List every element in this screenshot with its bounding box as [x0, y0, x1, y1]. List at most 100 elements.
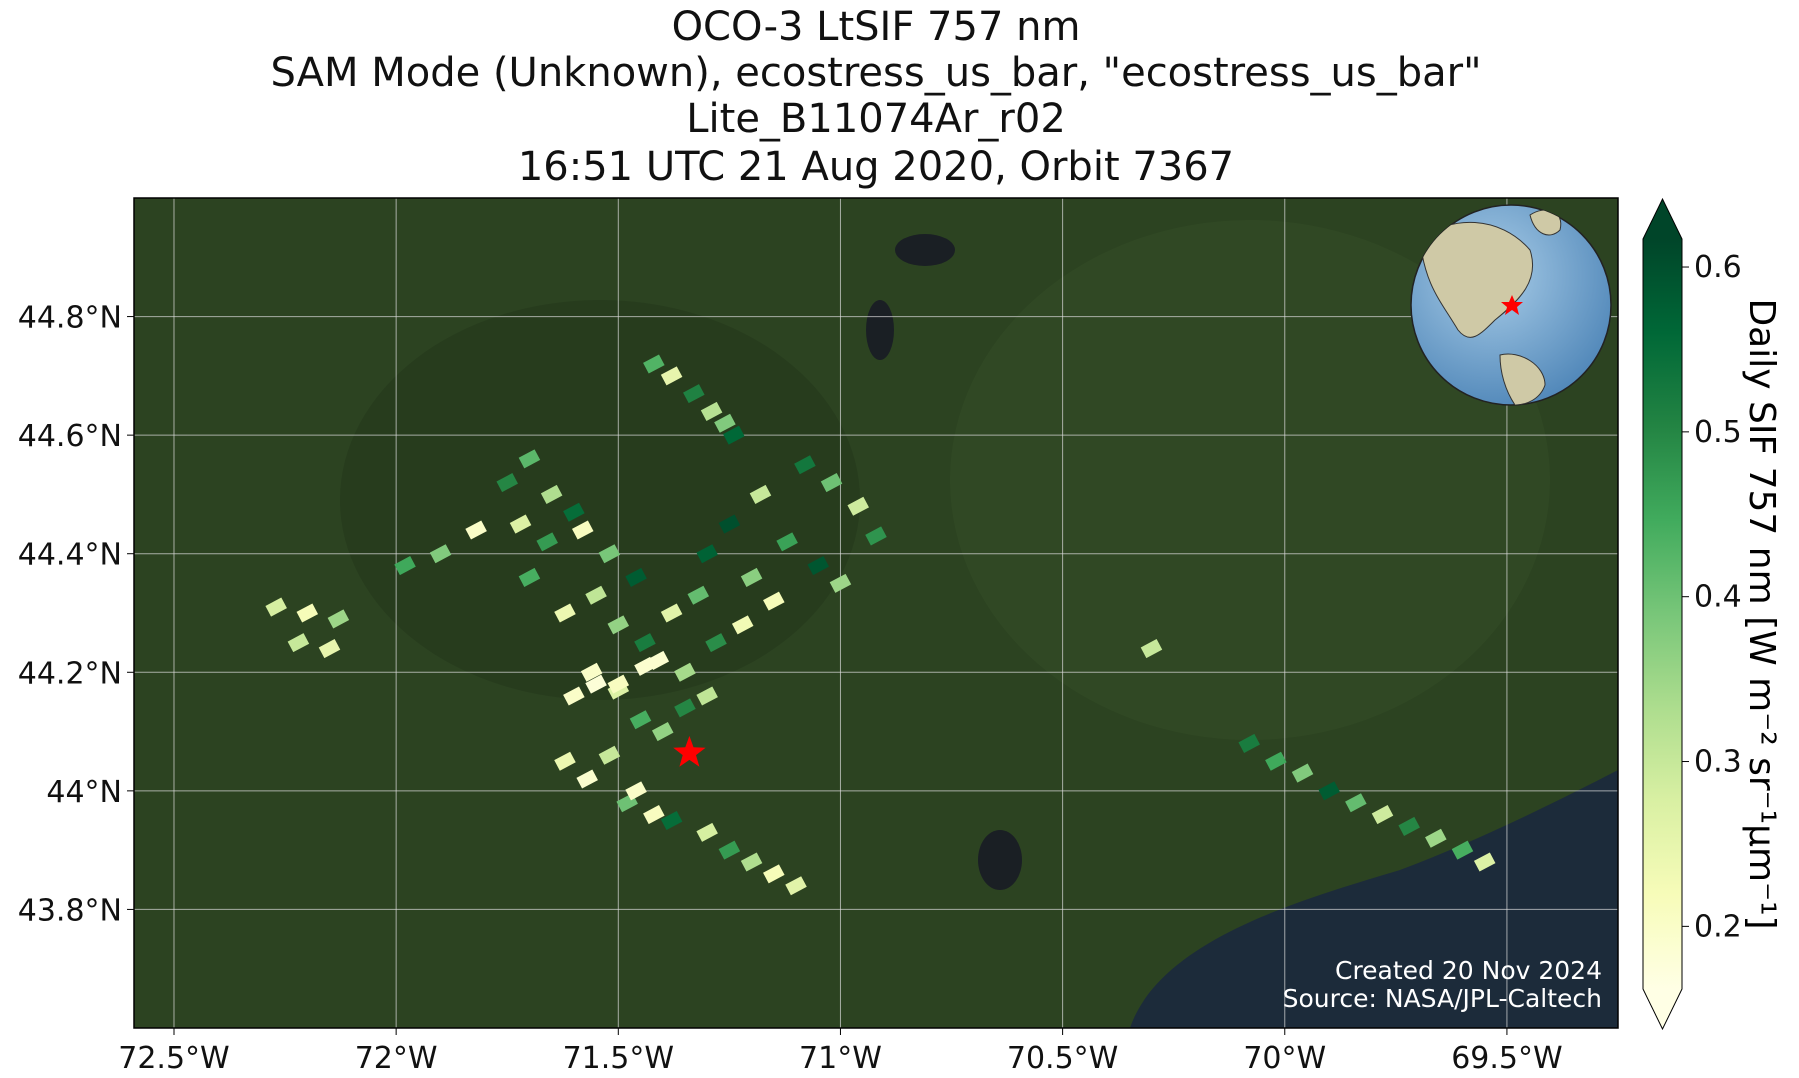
sif-cell: [607, 615, 630, 635]
y-tick-label: 44.4°N: [18, 538, 122, 573]
title-block: OCO-3 LtSIF 757 nm SAM Mode (Unknown), e…: [271, 4, 1482, 190]
sif-cell: [598, 745, 621, 765]
sif-cell: [683, 384, 705, 404]
sif-cell: [807, 556, 830, 576]
sif-cell: [865, 526, 887, 546]
sif-cell: [776, 532, 798, 552]
sif-cell: [696, 822, 718, 842]
globe-star: [1501, 295, 1523, 315]
terrain: [950, 220, 1550, 740]
sif-cell: [696, 686, 718, 706]
ocean: [1130, 770, 1618, 1028]
title-line: Lite_B11074Ar_r02: [686, 96, 1066, 142]
sif-cell: [496, 473, 518, 493]
sif-cell: [660, 810, 683, 831]
sif-cell: [634, 633, 656, 653]
title-line: SAM Mode (Unknown), ecostress_us_bar, "e…: [271, 50, 1482, 96]
sif-cell: [651, 722, 674, 742]
sif-cell: [763, 591, 785, 611]
sif-cell: [607, 674, 630, 694]
sif-cell: [625, 781, 647, 801]
y-tick-label: 44.6°N: [18, 419, 122, 454]
sif-cell: [687, 585, 710, 605]
sif-cell: [718, 840, 741, 860]
sif-cell: [580, 662, 603, 682]
colorbar-label: Daily SIF 757 nm [W m⁻² sr⁻¹μm⁻¹]: [1741, 298, 1782, 929]
sif-cell: [571, 520, 594, 540]
sif-cell: [554, 603, 576, 623]
sif-cell: [509, 514, 532, 534]
sif-cell: [749, 484, 772, 504]
credit: Source: NASA/JPL-Caltech: [1283, 984, 1602, 1013]
sif-cell: [763, 864, 785, 884]
x-tick-label: 71°W: [799, 1041, 882, 1076]
sif-cell: [794, 455, 816, 475]
sif-cell: [1265, 751, 1287, 771]
colorbar: 0.2 0.3 0.4 0.5 0.6 Daily SIF 757 nm [W m⁻² s…: [1642, 197, 1782, 1031]
sif-cell: [629, 710, 652, 730]
colorbar-tick-label: 0.3: [1694, 745, 1742, 780]
y-tick-label: 44.2°N: [18, 656, 122, 691]
lake: [895, 234, 955, 266]
sif-cell: [705, 633, 727, 653]
sif-cell: [296, 603, 319, 623]
x-tick-label: 72°W: [355, 1041, 438, 1076]
sif-cell: [643, 354, 665, 374]
sif-cell: [674, 662, 696, 682]
terrain: [340, 300, 860, 700]
lake: [866, 300, 894, 360]
colorbar-tick-label: 0.5: [1694, 415, 1742, 450]
sif-cell: [718, 514, 741, 534]
sif-cell: [1238, 733, 1260, 753]
sif-cell: [714, 413, 736, 433]
sif-cell: [643, 805, 665, 825]
colorbar-tick-label: 0.6: [1694, 250, 1742, 285]
site-star: [673, 735, 706, 767]
x-tick-label: 70°W: [1243, 1041, 1326, 1076]
sif-cell: [660, 366, 683, 386]
x-tick-label: 70.5°W: [1007, 1041, 1118, 1076]
y-tick-label: 44°N: [46, 775, 122, 810]
colorbar-tick-label: 0.4: [1694, 580, 1742, 615]
sif-cell: [700, 401, 723, 421]
sif-cell: [731, 615, 754, 635]
x-tick-label: 69.5°W: [1451, 1041, 1562, 1076]
sif-cell: [576, 769, 598, 789]
credit: Created 20 Nov 2024: [1335, 956, 1602, 985]
sif-cell: [829, 573, 852, 593]
sif-cell: [563, 502, 585, 522]
lake: [978, 830, 1022, 890]
sif-cell: [660, 603, 683, 623]
x-tick-label: 72.5°W: [118, 1041, 229, 1076]
sif-cell: [518, 449, 541, 469]
sif-cell: [740, 567, 763, 587]
sif-cell: [820, 473, 843, 493]
sif-cell: [327, 609, 350, 629]
sif-cell: [740, 852, 763, 872]
sif-cell: [1451, 840, 1474, 860]
sif-cell: [1398, 816, 1420, 836]
land-south-america: [1499, 353, 1546, 405]
sif-cell: [1345, 793, 1367, 813]
colorbar-tick-label: 0.2: [1694, 909, 1742, 944]
colorbar-outline: [1642, 197, 1683, 1031]
sif-cell: [1425, 828, 1447, 848]
colorbar-extend: [1643, 199, 1682, 239]
x-tick-label: 71.5°W: [563, 1041, 674, 1076]
sif-cell: [1473, 852, 1496, 872]
sif-cell: [625, 567, 647, 587]
title-line: OCO-3 LtSIF 757 nm: [672, 4, 1081, 50]
sif-cell: [598, 544, 621, 564]
sif-cell: [585, 674, 607, 694]
sif-cell: [265, 597, 287, 617]
y-tick-label: 44.8°N: [18, 301, 122, 336]
title-line: 16:51 UTC 21 Aug 2020, Orbit 7367: [518, 144, 1234, 190]
map-frame: [133, 197, 1619, 1029]
sif-cell: [554, 751, 576, 771]
sif-cell: [723, 425, 745, 445]
sif-cell: [1291, 763, 1314, 783]
land-north-america: [1419, 221, 1534, 338]
sif-cell: [696, 544, 718, 564]
sif-cell: [318, 639, 341, 659]
